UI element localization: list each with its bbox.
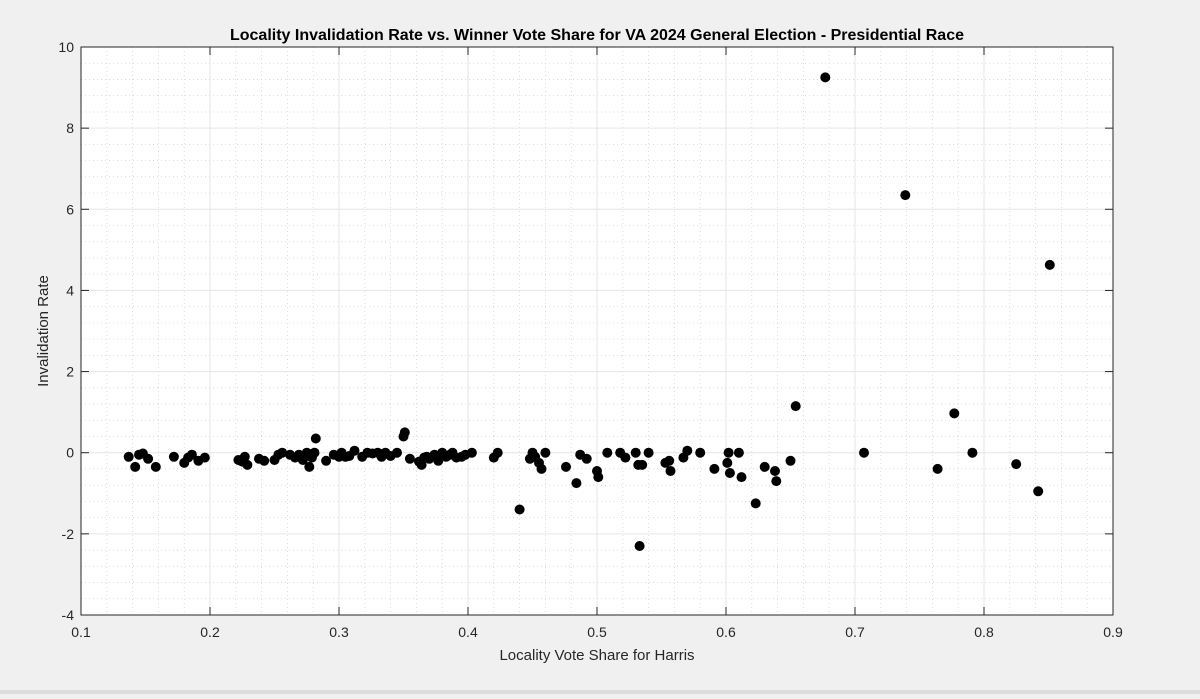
- data-point: [536, 463, 547, 474]
- data-point: [310, 433, 321, 444]
- data-points: [123, 72, 1055, 551]
- y-tick-label: 4: [66, 282, 74, 298]
- data-point: [722, 457, 733, 468]
- data-point: [785, 455, 796, 466]
- x-tick-label: 0.2: [200, 624, 220, 640]
- y-tick-label: 6: [66, 201, 74, 217]
- data-point: [695, 447, 706, 458]
- data-point: [1033, 486, 1044, 497]
- data-point: [150, 461, 161, 472]
- data-point: [571, 478, 582, 489]
- data-point: [433, 455, 444, 466]
- x-tick-label: 0.1: [71, 624, 91, 640]
- x-tick-labels: 0.1 0.2 0.3 0.4 0.5 0.6 0.7 0.8 0.9: [71, 624, 1123, 640]
- data-point: [309, 447, 320, 458]
- data-point: [664, 455, 675, 466]
- data-point: [820, 72, 831, 83]
- data-point: [404, 453, 415, 464]
- data-point: [199, 452, 210, 463]
- data-point: [168, 451, 179, 462]
- tick-marks: [80, 46, 1114, 616]
- y-tick-label: 2: [66, 364, 74, 380]
- data-point: [130, 461, 141, 472]
- data-point: [900, 190, 911, 201]
- data-point: [1011, 459, 1022, 470]
- x-tick-label: 0.3: [329, 624, 349, 640]
- data-point: [242, 459, 253, 470]
- data-point: [321, 455, 332, 466]
- chart-title: Locality Invalidation Rate vs. Winner Vo…: [230, 27, 964, 44]
- data-point: [349, 445, 360, 456]
- data-point: [759, 461, 770, 472]
- window-bottom-border: [0, 690, 1200, 694]
- data-point: [967, 447, 978, 458]
- data-point: [723, 447, 734, 458]
- x-tick-label: 0.5: [587, 624, 607, 640]
- data-point: [932, 463, 943, 474]
- data-point: [790, 401, 801, 412]
- data-point: [277, 447, 288, 458]
- data-point: [620, 452, 631, 463]
- data-point: [637, 459, 648, 470]
- data-point: [304, 461, 315, 472]
- data-point: [186, 449, 197, 460]
- data-point: [581, 453, 592, 464]
- data-point: [724, 468, 735, 478]
- data-point: [593, 472, 604, 483]
- data-point: [561, 461, 571, 472]
- data-point: [949, 408, 960, 419]
- data-point: [643, 447, 654, 458]
- y-tick-label: -4: [62, 607, 75, 623]
- y-tick-label: 8: [66, 120, 74, 136]
- x-tick-label: 0.7: [845, 624, 865, 640]
- data-point: [770, 466, 780, 476]
- data-point: [709, 463, 720, 474]
- y-tick-label: 10: [58, 39, 74, 55]
- data-point: [771, 476, 782, 487]
- y-tick-label: -2: [62, 526, 75, 542]
- y-tick-labels: -4 -2 0 2 4 6 8 10: [58, 39, 74, 623]
- data-point: [750, 498, 761, 509]
- data-point: [392, 447, 402, 458]
- data-point: [466, 447, 477, 458]
- data-point: [602, 447, 613, 458]
- data-point: [1044, 259, 1055, 270]
- data-point: [733, 447, 744, 458]
- data-point: [514, 504, 525, 515]
- data-point: [682, 445, 693, 456]
- data-point: [540, 447, 551, 458]
- data-point: [665, 466, 676, 476]
- data-point: [859, 447, 869, 458]
- data-point: [630, 447, 641, 458]
- data-point: [492, 447, 503, 458]
- x-tick-label: 0.4: [458, 624, 478, 640]
- data-point: [123, 451, 134, 462]
- data-point: [399, 427, 410, 438]
- data-point: [143, 453, 154, 464]
- y-axis-label: Invalidation Rate: [35, 275, 52, 387]
- data-point: [736, 472, 747, 483]
- data-point: [634, 541, 645, 551]
- x-axis-label: Locality Vote Share for Harris: [499, 647, 694, 664]
- x-tick-label: 0.6: [716, 624, 736, 640]
- minor-grid: [81, 47, 1113, 615]
- y-tick-label: 0: [66, 445, 74, 461]
- data-point: [239, 451, 250, 462]
- x-tick-label: 0.8: [974, 624, 994, 640]
- x-tick-label: 0.9: [1103, 624, 1123, 640]
- data-point: [259, 455, 270, 466]
